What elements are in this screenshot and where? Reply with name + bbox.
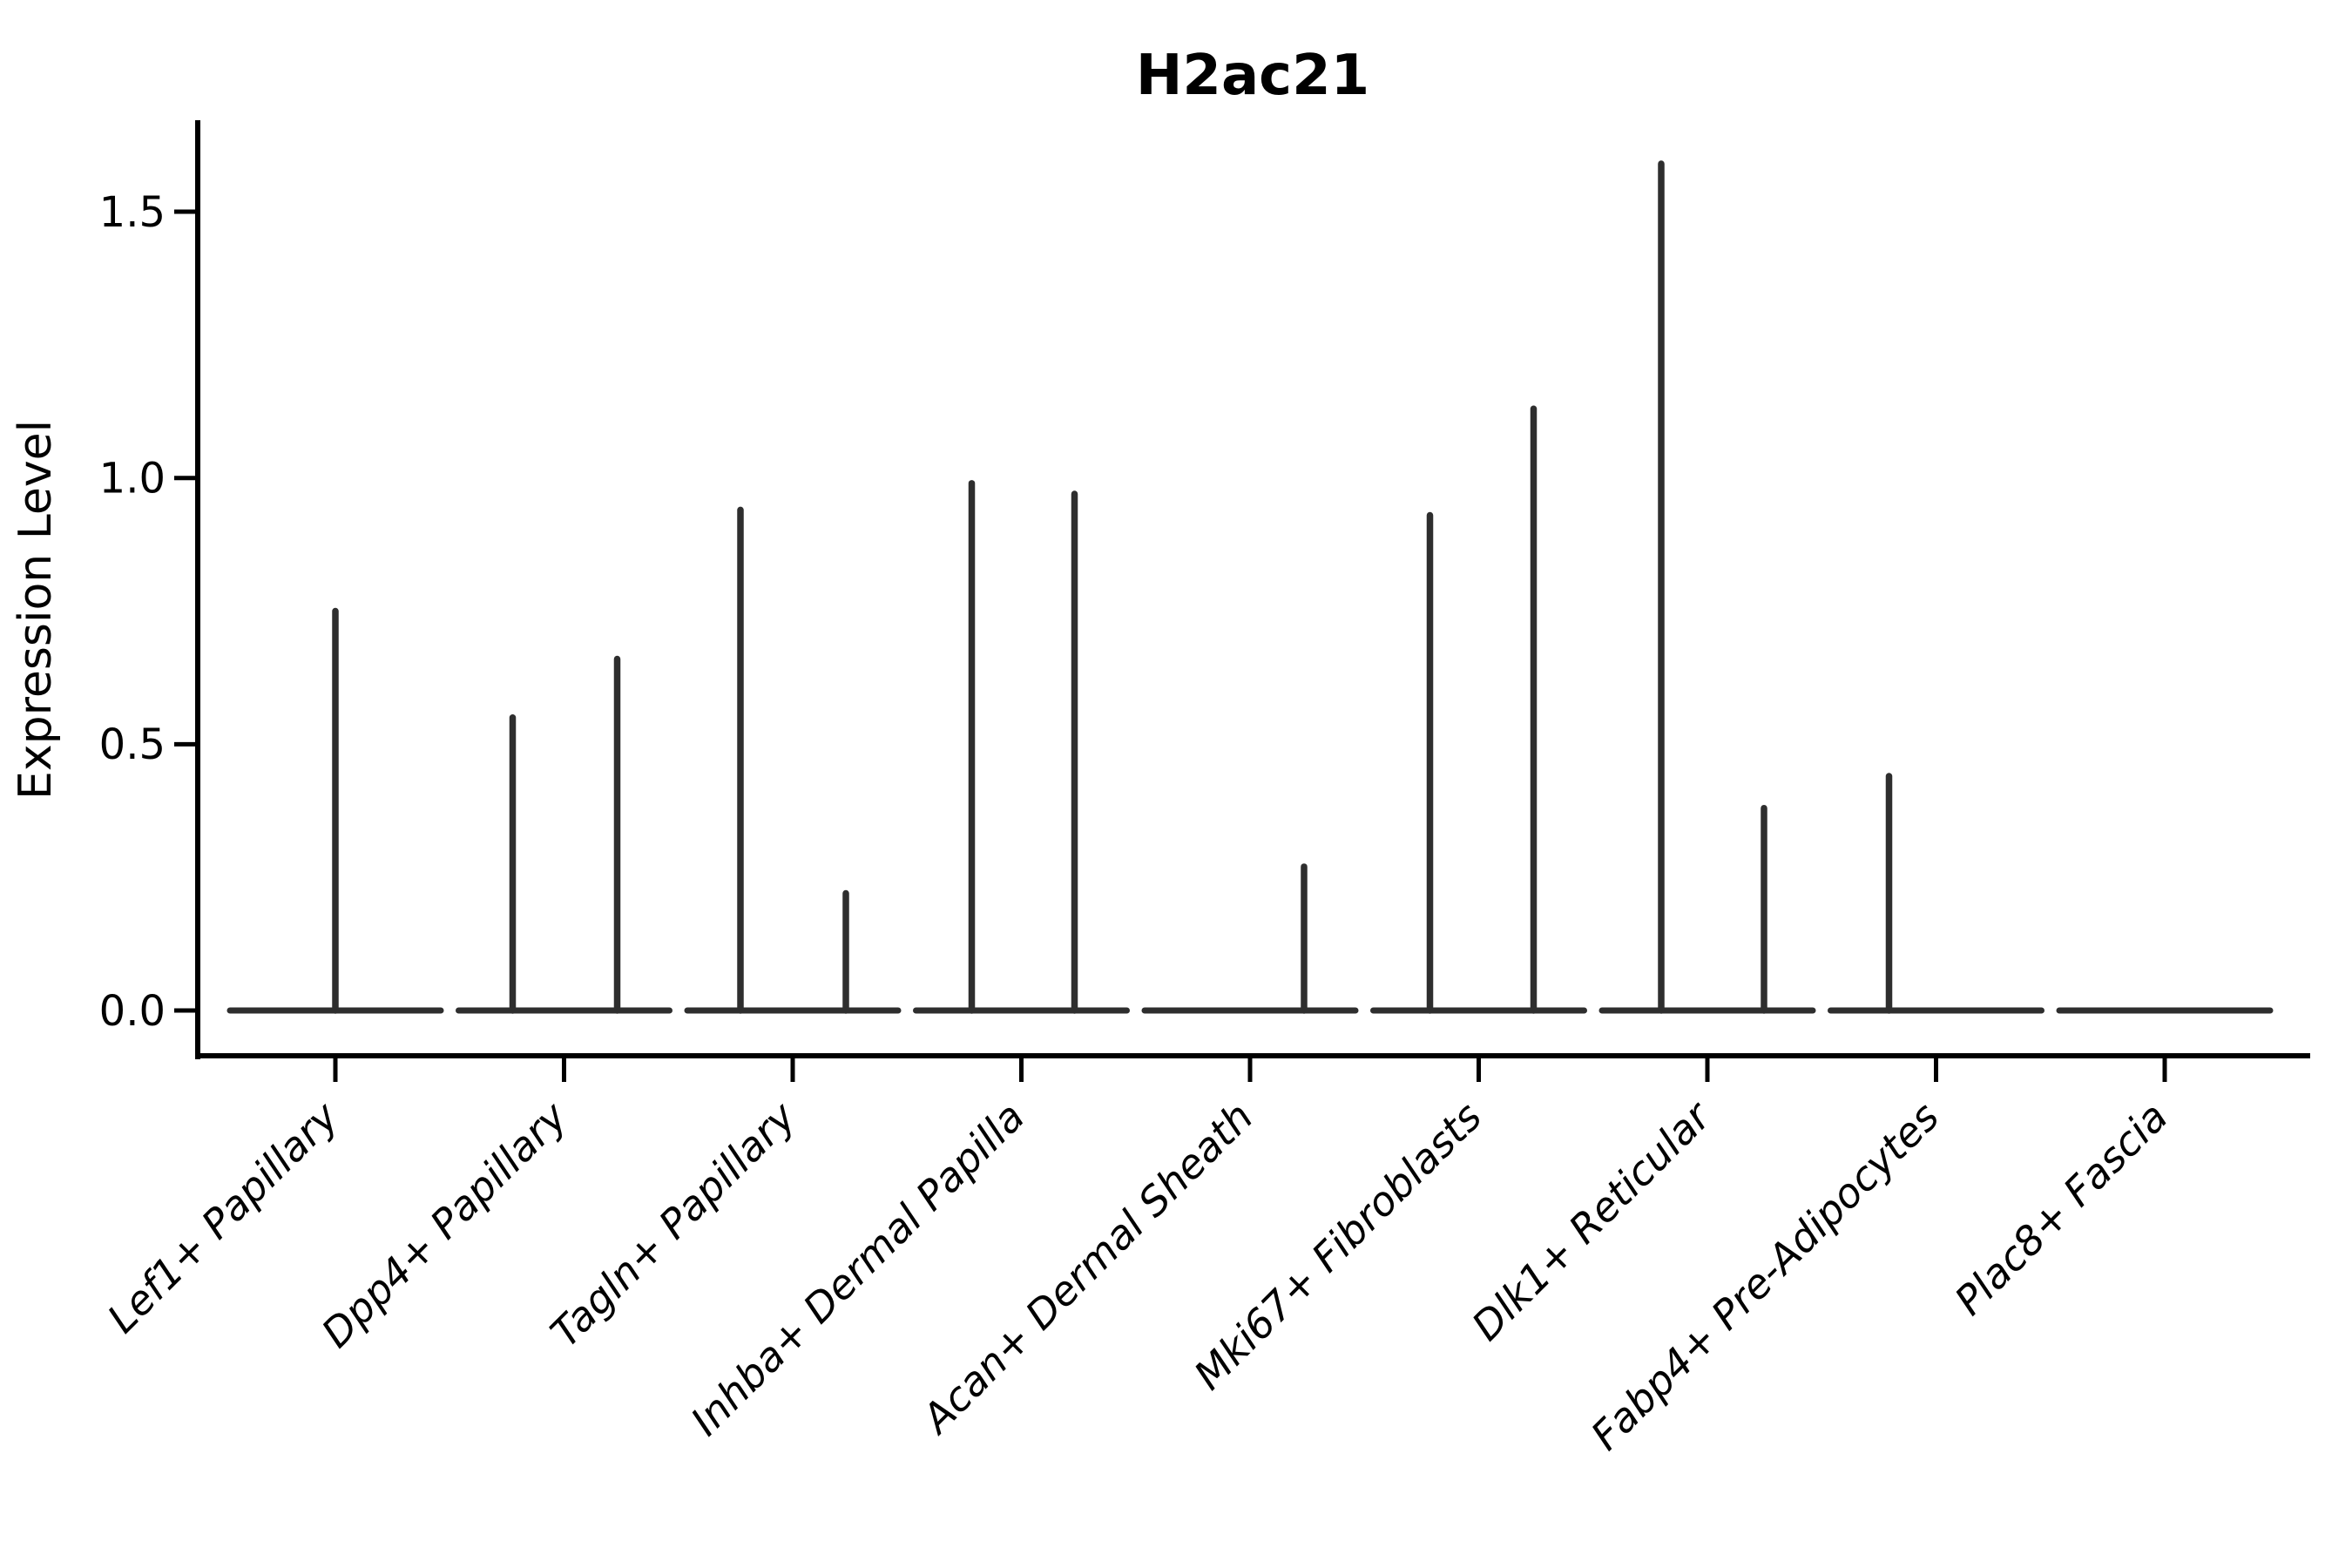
violin-layer bbox=[226, 160, 2274, 1014]
x-tick-label: Plac8+ Fascia bbox=[1945, 1093, 2176, 1324]
x-tick-label: Dpp4+ Papillary bbox=[313, 1092, 577, 1356]
y-axis-label: Expression Level bbox=[10, 420, 62, 800]
y-tick-label: 0.5 bbox=[99, 720, 166, 769]
x-tick-label: Tagln+ Papillary bbox=[541, 1092, 805, 1356]
x-tick-label: Dlk1+ Reticular bbox=[1463, 1091, 1721, 1349]
y-tick-label: 1.0 bbox=[99, 455, 166, 504]
x-tick-label: Lef1+ Papillary bbox=[98, 1092, 348, 1342]
y-tick-label: 1.5 bbox=[99, 188, 166, 237]
y-tick-label: 0.0 bbox=[99, 987, 166, 1036]
chart-title: H2ac21 bbox=[1136, 44, 1369, 108]
